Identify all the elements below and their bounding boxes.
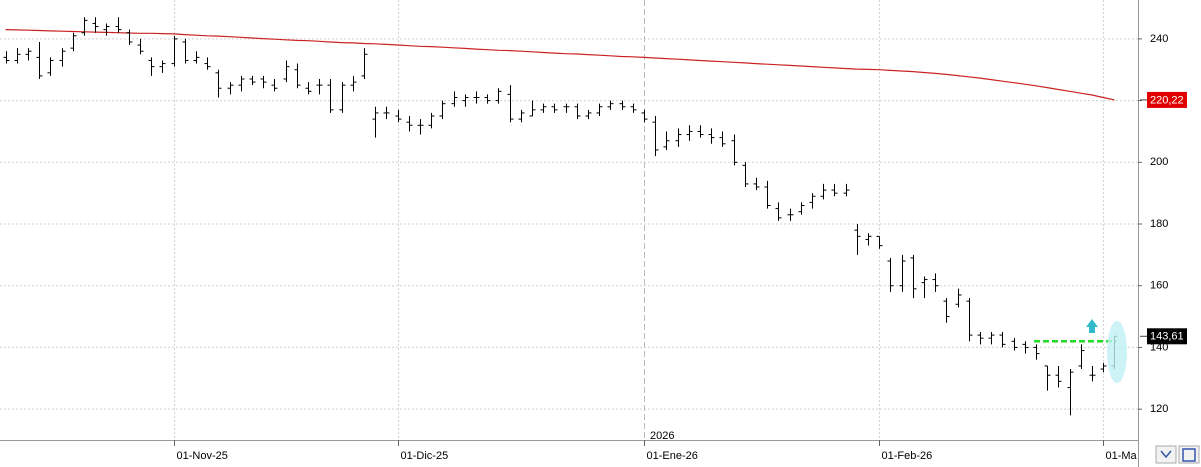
chart-icon bbox=[1160, 450, 1172, 459]
x-tick-label: 01-Dic-25 bbox=[401, 450, 449, 462]
x-tick-label: 01-Nov-25 bbox=[177, 450, 228, 462]
x-tick-label: 01-Ma bbox=[1106, 450, 1138, 462]
chart-button[interactable] bbox=[1155, 445, 1177, 464]
x-tick-label: 01-Ene-26 bbox=[647, 450, 698, 462]
y-tick-label: 140 bbox=[1150, 341, 1168, 353]
save-icon bbox=[1182, 448, 1196, 462]
y-tick-label: 240 bbox=[1150, 33, 1168, 45]
highlight-ellipse bbox=[1107, 321, 1127, 383]
window-buttons[interactable] bbox=[1155, 445, 1200, 464]
price-tag bbox=[1147, 91, 1187, 108]
price-tag-label: 220,22 bbox=[1150, 94, 1184, 106]
y-tick-label: 120 bbox=[1150, 403, 1168, 415]
up-arrow bbox=[1086, 319, 1098, 333]
y-tick-label: 180 bbox=[1150, 218, 1168, 230]
year-label: 2026 bbox=[650, 430, 674, 442]
save-button[interactable] bbox=[1178, 445, 1200, 464]
price-tag-label: 143,61 bbox=[1150, 331, 1184, 343]
y-tick-label: 200 bbox=[1150, 156, 1168, 168]
y-tick-label: 160 bbox=[1150, 280, 1168, 292]
moving-average-line bbox=[5, 29, 1115, 101]
x-tick-label: 01-Feb-26 bbox=[882, 450, 933, 462]
price-tag bbox=[1147, 328, 1187, 345]
